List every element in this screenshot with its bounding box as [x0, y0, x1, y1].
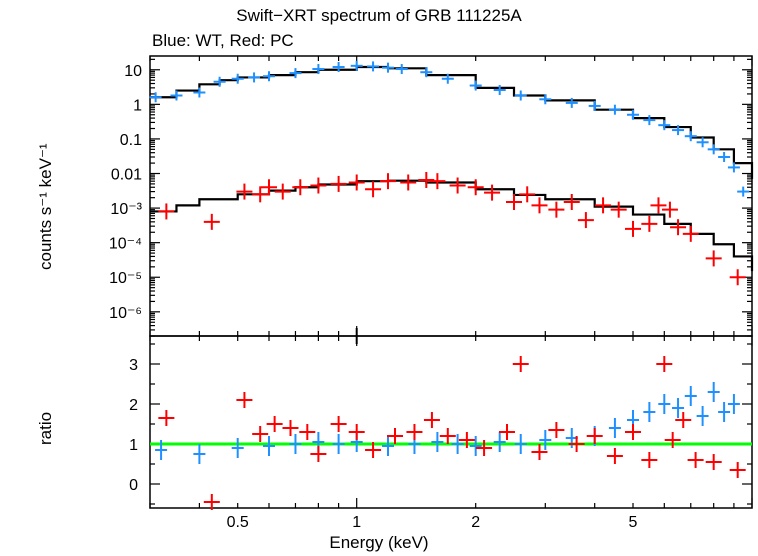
ratio-data-points: [155, 356, 746, 510]
model-line: [150, 179, 754, 272]
y-tick-label: 3: [129, 357, 138, 374]
chart-title: Swift−XRT spectrum of GRB 111225A: [236, 6, 522, 25]
spectrum-axis-ticks: 10 1 0.1 0.01 10⁻³ 10⁻⁴ 10⁻⁵ 10⁻⁶: [109, 56, 753, 344]
y-tick-label: 0: [129, 477, 138, 494]
x-tick-label: 0.5: [227, 514, 249, 531]
x-tick-label: 2: [471, 514, 480, 531]
y-tick-label: 10⁻³: [110, 201, 142, 218]
y-tick-label: 0.1: [120, 132, 142, 149]
spectrum-frame: [149, 55, 753, 337]
spectrum-model-lines: [150, 65, 754, 272]
spectrum-y-axis-label: counts s⁻¹ keV⁻¹: [36, 143, 55, 270]
x-axis-label: Energy (keV): [329, 533, 429, 552]
y-tick-label: 10⁻⁶: [109, 305, 142, 322]
y-tick-label: 1: [129, 437, 138, 454]
model-line: [150, 65, 754, 179]
y-tick-label: 10⁻⁵: [109, 270, 142, 287]
y-tick-label: 0.01: [111, 167, 142, 184]
ratio-axis-ticks: 0.5 1 2 5 0 1 2 3: [129, 336, 753, 531]
y-tick-label: 1: [133, 97, 142, 114]
spectrum-data-points: [149, 60, 750, 286]
y-tick-label: 10: [124, 63, 142, 80]
ratio-y-axis-label: ratio: [36, 411, 55, 445]
spectrum-panel-frame: [149, 55, 753, 337]
chart-subtitle: Blue: WT, Red: PC: [152, 31, 294, 50]
y-tick-label: 10⁻⁴: [109, 236, 142, 253]
ratio-frame: [149, 335, 753, 509]
x-tick-label: 1: [352, 514, 361, 531]
y-tick-label: 2: [129, 397, 138, 414]
x-tick-label: 5: [629, 514, 638, 531]
ratio-panel-frame: [149, 335, 753, 509]
